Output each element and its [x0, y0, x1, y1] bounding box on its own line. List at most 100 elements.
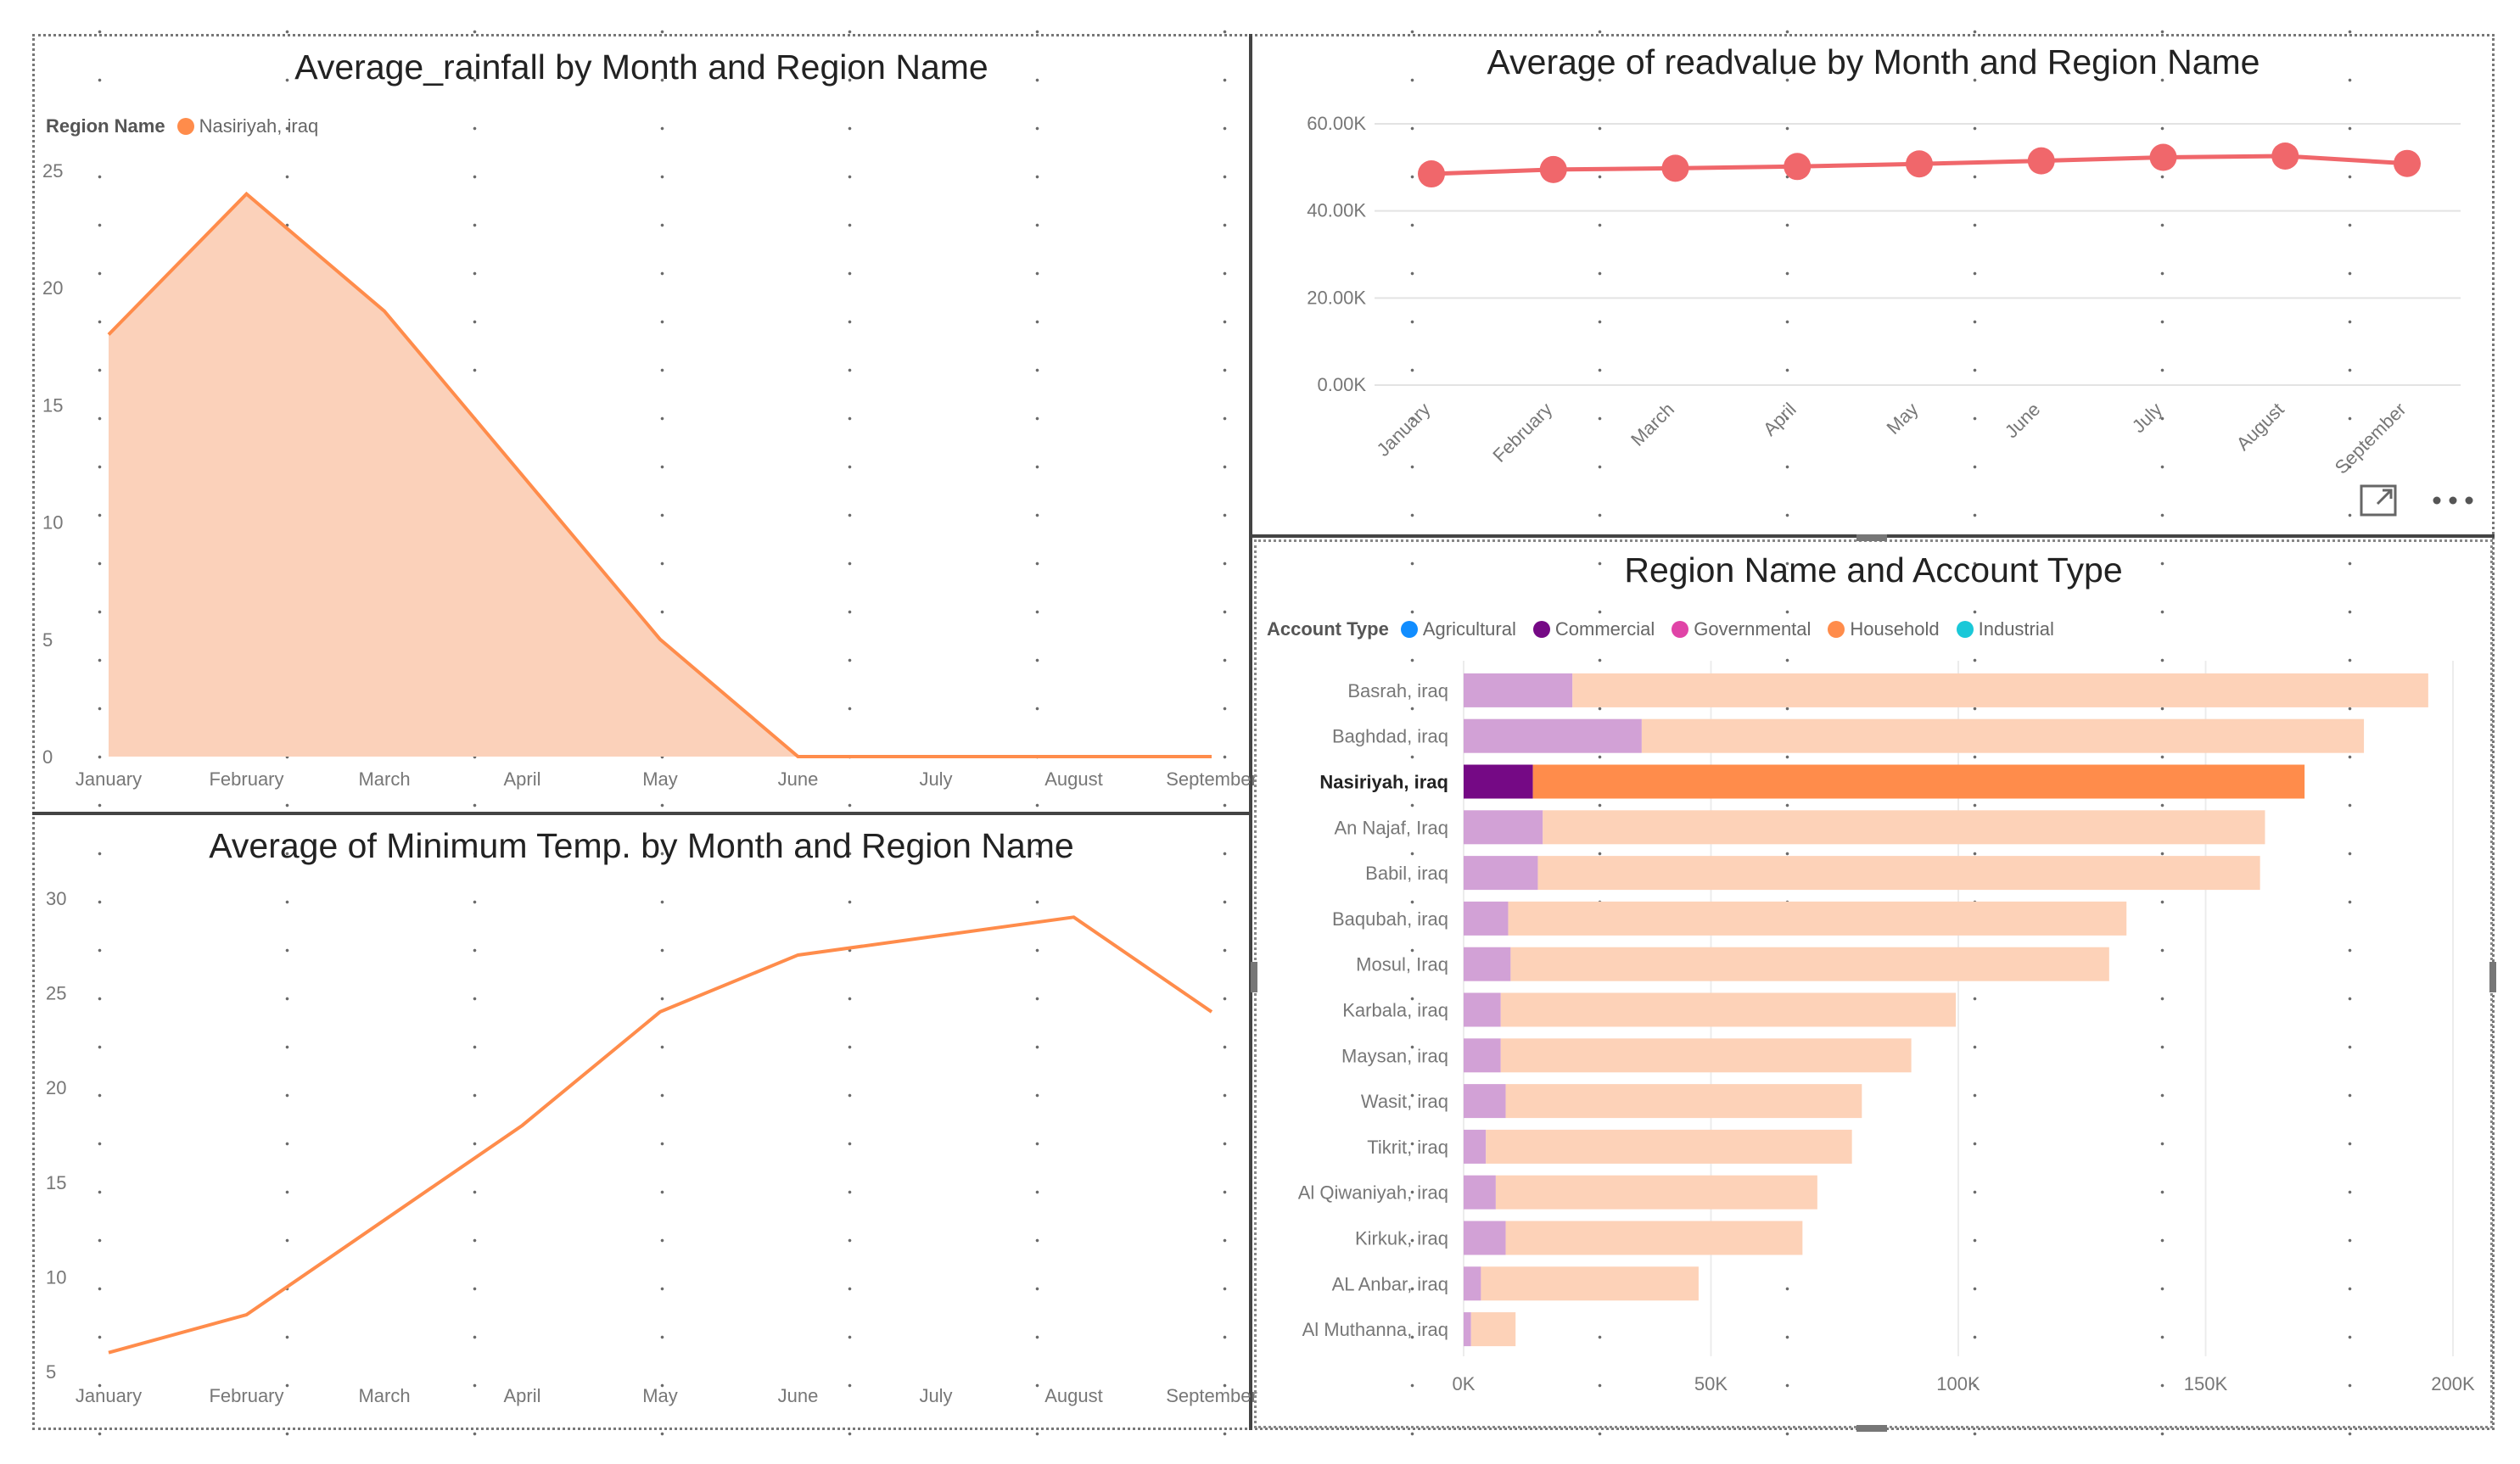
- x-tick-label: March: [358, 768, 410, 790]
- mintemp-chart-visual[interactable]: Average of Minimum Temp. by Month and Re…: [34, 819, 1257, 1429]
- legend-item-agricultural[interactable]: Agricultural: [1400, 618, 1516, 640]
- y-tick-label: 15: [42, 394, 63, 416]
- bar-commercial: [1464, 718, 1642, 753]
- bar-commercial: [1464, 947, 1511, 981]
- readvalue-data-point: [1539, 155, 1567, 183]
- resize-handle-right[interactable]: [2489, 962, 2496, 992]
- legend-item-label: Industrial: [1978, 618, 2054, 640]
- x-tick-label: July: [919, 1385, 952, 1406]
- readvalue-data-point: [2271, 142, 2299, 170]
- x-tick-label: February: [209, 1385, 283, 1406]
- resize-handle-left[interactable]: [1251, 962, 1257, 992]
- legend-dot-icon: [1956, 621, 1974, 638]
- y-tick-label: 40.00K: [1307, 200, 1366, 221]
- y-tick-label: 25: [42, 160, 63, 182]
- bar-commercial: [1464, 764, 1533, 799]
- bar-household: [1537, 856, 2260, 891]
- bar-household: [1505, 1084, 1862, 1119]
- legend-item-label: Commercial: [1554, 618, 1655, 640]
- focus-mode-icon[interactable]: [2359, 483, 2398, 517]
- x-tick-label: July: [919, 768, 952, 790]
- mintemp-chart-plot: 5 10 15 20 25 30 January February March April May J…: [46, 888, 1257, 1406]
- x-tick-label: June: [778, 768, 819, 790]
- readvalue-chart-plot: 0.00K 20.00K 40.00K 60.00K January February Ma…: [1307, 113, 2461, 478]
- legend-item-label: Governmental: [1694, 618, 1812, 640]
- y-category-label: Al Muthanna, iraq: [1302, 1319, 1448, 1340]
- bar-household: [1500, 992, 1957, 1027]
- mintemp-series-line: [108, 915, 1213, 1355]
- y-tick-label: 20: [46, 1077, 66, 1098]
- x-tick-label: 150K: [2184, 1373, 2228, 1394]
- bar-household: [1641, 718, 2365, 753]
- x-tick-label: August: [2232, 399, 2288, 455]
- legend-dot-icon: [1400, 621, 1418, 638]
- x-tick-label: June: [778, 1385, 819, 1406]
- y-tick-label: 5: [42, 629, 53, 651]
- x-tick-label: May: [642, 768, 678, 790]
- x-tick-label: February: [1488, 399, 1556, 467]
- bar-household: [1481, 1266, 1699, 1301]
- more-options-icon[interactable]: [2432, 495, 2474, 506]
- rainfall-legend-label: Region Name: [46, 115, 165, 137]
- bar-commercial: [1464, 673, 1573, 707]
- bar-household: [1532, 764, 2305, 799]
- y-tick-label: 25: [46, 983, 66, 1004]
- y-category-label: Nasiriyah, iraq: [1319, 772, 1448, 793]
- y-tick-label: 0: [42, 746, 53, 768]
- y-tick-label: 20: [42, 277, 63, 299]
- bar-household: [1572, 673, 2428, 707]
- y-category-label: Tikrit, iraq: [1367, 1137, 1448, 1158]
- y-category-label: AL Anbar, iraq: [1332, 1273, 1448, 1294]
- legend-item-industrial[interactable]: Industrial: [1956, 618, 2054, 640]
- report-frame: [32, 34, 2495, 1430]
- x-tick-label: 0K: [1453, 1373, 1476, 1394]
- x-tick-label: May: [1882, 399, 1922, 439]
- legend-item-label: Agricultural: [1422, 618, 1516, 640]
- readvalue-data-point: [2394, 149, 2421, 177]
- y-tick-label: 0.00K: [1318, 374, 1367, 395]
- legend-item-household[interactable]: Household: [1828, 618, 1940, 640]
- y-category-label: Baqubah, iraq: [1332, 908, 1448, 930]
- x-tick-label: May: [642, 1385, 678, 1406]
- bar-household: [1495, 1175, 1817, 1210]
- y-tick-label: 60.00K: [1307, 113, 1366, 134]
- x-tick-label: January: [1373, 399, 1435, 461]
- legend-item-commercial[interactable]: Commercial: [1532, 618, 1655, 640]
- bar-commercial: [1464, 1129, 1487, 1164]
- rainfall-chart-title: Average_rainfall by Month and Region Nam…: [294, 47, 988, 87]
- x-tick-label: August: [1044, 768, 1103, 790]
- bar-commercial: [1464, 992, 1501, 1027]
- rainfall-legend-item[interactable]: Nasiriyah, iraq: [176, 115, 318, 137]
- bar-household: [1486, 1129, 1852, 1164]
- x-tick-label: April: [1759, 399, 1800, 440]
- x-tick-label: February: [209, 768, 283, 790]
- rainfall-chart-visual[interactable]: Average_rainfall by Month and Region Nam…: [34, 37, 1257, 811]
- y-tick-label: 5: [46, 1361, 56, 1383]
- readvalue-data-point: [1784, 153, 1812, 181]
- legend-item-label: Household: [1850, 618, 1940, 640]
- x-tick-label: September: [1166, 768, 1257, 790]
- bar-household: [1500, 1038, 1912, 1073]
- readvalue-data-point: [2149, 143, 2177, 171]
- y-tick-label: 30: [46, 888, 66, 909]
- bar-household: [1510, 947, 2109, 981]
- readvalue-chart-visual[interactable]: Average of readvalue by Month and Region…: [1256, 37, 2491, 534]
- x-tick-label: 100K: [1936, 1373, 1980, 1394]
- readvalue-chart-title: Average of readvalue by Month and Region…: [1487, 42, 2260, 81]
- y-tick-label: 15: [46, 1172, 66, 1193]
- resize-handle-top[interactable]: [1856, 534, 1887, 541]
- legend-item-governmental[interactable]: Governmental: [1672, 618, 1811, 640]
- accounts-chart-title: Region Name and Account Type: [1624, 550, 2123, 590]
- x-tick-label: April: [503, 768, 540, 790]
- bar-commercial: [1464, 1221, 1506, 1255]
- resize-handle-bottom[interactable]: [1856, 1425, 1887, 1432]
- readvalue-data-point: [1661, 154, 1689, 182]
- accounts-chart-visual[interactable]: Region Name and Account Type Account Typ…: [1254, 539, 2493, 1428]
- bar-household: [1470, 1312, 1516, 1347]
- y-tick-label: 10: [46, 1266, 66, 1288]
- bar-commercial: [1464, 810, 1543, 845]
- x-tick-label: September: [1166, 1385, 1257, 1406]
- y-category-label: Wasit, iraq: [1361, 1091, 1448, 1112]
- bar-commercial: [1464, 1084, 1506, 1119]
- rainfall-area-fill: [109, 193, 1212, 757]
